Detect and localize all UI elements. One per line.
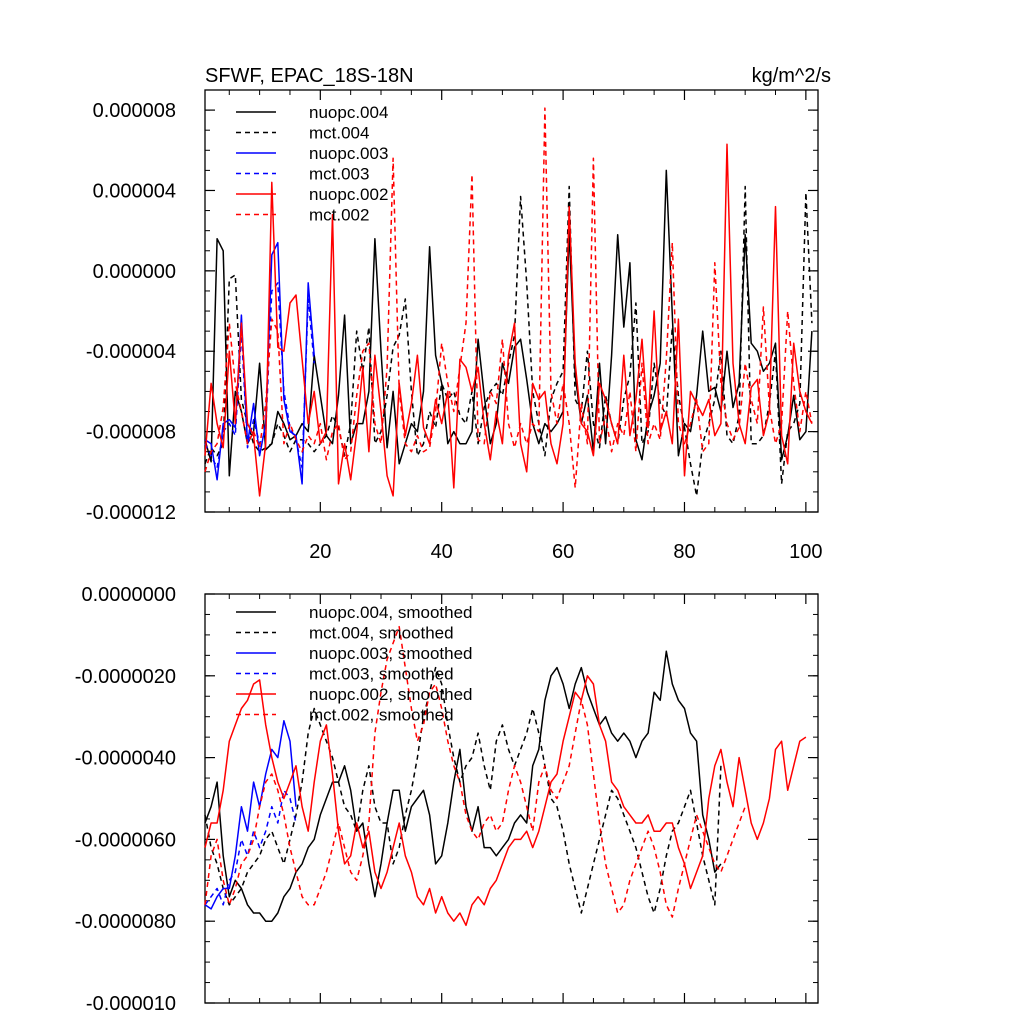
bottom-legend-label: nuopc.004, smoothed: [309, 603, 473, 622]
bottom-ytick-label: -0.000010: [86, 993, 176, 1015]
top-panel-x-tick-labels: 20 40 60 80 100: [309, 541, 822, 563]
top-ytick-label: 0.000000: [93, 261, 176, 283]
bottom-panel-y-tick-labels: 0.0000000 -0.0000020 -0.0000040 -0.0000060 -…: [75, 584, 176, 1015]
top-legend-label: mct.003: [309, 165, 369, 184]
bottom-series-mct-002-smoothed: [204, 625, 746, 918]
top-panel-ticks: [205, 89, 818, 513]
top-panel-units: kg/m^2/s: [752, 65, 831, 87]
top-series-mct-002: [204, 107, 813, 489]
top-xtick-label: 40: [431, 541, 453, 563]
bottom-panel-series: [204, 625, 807, 927]
top-legend-label: nuopc.002: [309, 185, 388, 204]
top-legend-label: mct.004: [309, 124, 369, 143]
top-ytick-label: 0.000004: [93, 180, 176, 202]
bottom-ytick-label: -0.0000020: [75, 666, 176, 688]
top-legend-label: nuopc.004: [309, 103, 388, 122]
bottom-series-mct-004-smoothed: [204, 666, 722, 914]
top-legend-label: nuopc.003: [309, 144, 388, 163]
top-panel-frame: [204, 89, 819, 513]
top-ytick-label: 0.000008: [93, 100, 176, 122]
top-xtick-label: 80: [673, 541, 695, 563]
bottom-panel-ticks: [205, 593, 818, 1004]
top-series-nuopc-003: [204, 241, 315, 485]
bottom-ytick-label: -0.0000080: [75, 911, 176, 933]
bottom-legend-label: mct.002, smoothed: [309, 706, 454, 725]
top-ytick-label: -0.000004: [86, 341, 176, 363]
top-panel-title: SFWF, EPAC_18S-18N: [205, 65, 414, 87]
top-legend-label: mct.002: [309, 206, 369, 225]
top-ytick-label: -0.000012: [86, 502, 176, 524]
bottom-series-nuopc-002-smoothed: [204, 675, 807, 927]
top-panel-y-tick-labels: 0.000008 0.000004 0.000000 -0.000004 -0.0000…: [86, 100, 176, 524]
top-series-nuopc-002: [204, 143, 813, 497]
bottom-legend-label: nuopc.002, smoothed: [309, 685, 473, 704]
bottom-panel: 0.0000000 -0.0000020 -0.0000040 -0.0000060 -…: [75, 584, 819, 1015]
top-xtick-label: 100: [789, 541, 822, 563]
top-xtick-label: 20: [309, 541, 331, 563]
top-xtick-label: 60: [552, 541, 574, 563]
bottom-ytick-label: -0.0000040: [75, 748, 176, 770]
bottom-ytick-label: -0.0000060: [75, 829, 176, 851]
top-panel: SFWF, EPAC_18S-18N kg/m^2/s 0.0000080.00…: [86, 65, 831, 563]
bottom-legend-label: nuopc.003, smoothed: [309, 644, 473, 663]
bottom-series-mct-003-smoothed: [204, 789, 297, 906]
bottom-legend-label: mct.003, smoothed: [309, 665, 454, 684]
bottom-series-nuopc-003-smoothed: [204, 720, 297, 910]
top-ytick-label: -0.000008: [86, 422, 176, 444]
bottom-series-nuopc-004-smoothed: [204, 650, 722, 922]
bottom-legend-label: mct.004, smoothed: [309, 624, 454, 643]
bottom-ytick-label: 0.0000000: [81, 584, 176, 606]
top-panel-series: [204, 107, 813, 497]
